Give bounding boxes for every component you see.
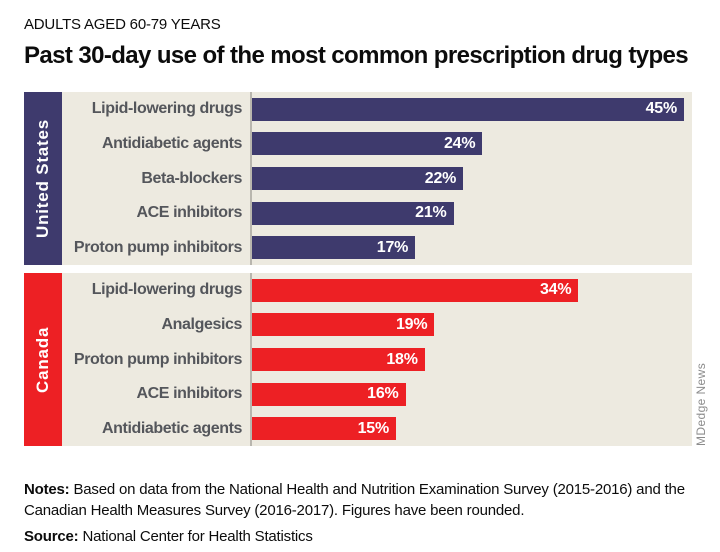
category-label: Analgesics xyxy=(161,315,243,333)
value-label: 22% xyxy=(424,169,457,187)
chart-row: Proton pump inhibitors 17% xyxy=(62,230,692,265)
bar-zone: 21% xyxy=(252,201,692,225)
notes-body: Based on data from the National Health a… xyxy=(24,481,685,519)
bar-zone: 16% xyxy=(252,382,692,406)
value-label: 24% xyxy=(443,134,476,152)
us-rows: Lipid-lowering drugs 45% Antidiabetic agen… xyxy=(62,92,692,265)
bar-united-states-2: 22% xyxy=(252,167,464,190)
bar-united-states-1: 24% xyxy=(252,132,483,156)
category-label: Beta-blockers xyxy=(141,169,242,187)
canada-rows: Lipid-lowering drugs 34% Analgesics 19% Prot… xyxy=(62,273,692,446)
category-label: Antidiabetic agents xyxy=(102,134,242,152)
category-label: Proton pump inhibitors xyxy=(73,238,242,256)
notes-text: Notes: Based on data from the National He… xyxy=(24,479,688,521)
chart-row: Antidiabetic agents 15% xyxy=(62,411,692,446)
chart-row: ACE inhibitors 16% xyxy=(62,377,692,412)
us-panel: United States Lipid-lowering drugs 45% Ant… xyxy=(24,92,692,265)
bar-zone: 18% xyxy=(252,348,692,371)
bar-united-states-3: 21% xyxy=(252,201,454,225)
bar-zone: 24% xyxy=(252,132,692,156)
value-label: 18% xyxy=(386,350,418,368)
bar-zone: 22% xyxy=(252,167,692,190)
bar-canada-3: 16% xyxy=(252,382,406,406)
us-axis-line xyxy=(250,92,252,265)
chart-row: Lipid-lowering drugs 34% xyxy=(62,273,692,308)
bar-canada-4: 15% xyxy=(252,417,396,441)
bar-zone: 17% xyxy=(252,236,692,260)
canada-panel: Canada Lipid-lowering drugs 34% Analgesics… xyxy=(24,273,692,446)
chart-row: Antidiabetic agents 24% xyxy=(62,127,692,162)
source-body: National Center for Health Statistics xyxy=(82,528,313,545)
value-label: 21% xyxy=(415,204,447,222)
us-plot-area: Lipid-lowering drugs 45% Antidiabetic agen… xyxy=(62,92,692,265)
canada-plot-area: Lipid-lowering drugs 34% Analgesics 19% Prot… xyxy=(62,273,692,446)
chart-row: Beta-blockers 22% xyxy=(62,161,692,196)
bar-zone: 34% xyxy=(252,278,692,302)
canada-axis-line xyxy=(250,273,252,446)
source-label: Source: xyxy=(24,528,79,545)
value-label: 16% xyxy=(367,385,399,403)
chart-row: Lipid-lowering drugs 45% xyxy=(62,92,692,127)
bar-canada-0: 34% xyxy=(252,278,579,302)
category-label: Antidiabetic agents xyxy=(102,419,242,437)
canada-group-strip: Canada xyxy=(24,273,62,446)
us-group-label: United States xyxy=(33,118,52,239)
chart-row: Proton pump inhibitors 18% xyxy=(62,342,692,377)
bar-zone: 45% xyxy=(252,97,692,121)
canada-group-label: Canada xyxy=(33,326,52,393)
bar-zone: 19% xyxy=(252,313,692,337)
category-label: Lipid-lowering drugs xyxy=(91,281,243,299)
bar-zone: 15% xyxy=(252,417,692,441)
value-label: 45% xyxy=(645,100,678,118)
source-text: Source: National Center for Health Statis… xyxy=(24,526,688,547)
chart-row: Analgesics 19% xyxy=(62,308,692,343)
category-label: Lipid-lowering drugs xyxy=(91,100,243,118)
category-label: ACE inhibitors xyxy=(136,204,242,222)
value-label: 34% xyxy=(539,281,572,299)
category-label: ACE inhibitors xyxy=(136,385,242,403)
bar-united-states-0: 45% xyxy=(252,97,684,121)
chart-row: ACE inhibitors 21% xyxy=(62,196,692,231)
bar-canada-2: 18% xyxy=(252,348,425,371)
chart-eyebrow: ADULTS AGED 60-79 YEARS xyxy=(24,16,221,33)
news-credit: MDedge News xyxy=(694,362,708,446)
chart-title: Past 30-day use of the most common presc… xyxy=(24,42,689,69)
value-label: 19% xyxy=(395,315,428,333)
value-label: 15% xyxy=(357,419,390,437)
bar-canada-1: 19% xyxy=(252,313,435,337)
notes-label: Notes: xyxy=(24,481,70,498)
us-group-strip: United States xyxy=(24,92,62,265)
category-label: Proton pump inhibitors xyxy=(73,350,242,368)
value-label: 17% xyxy=(376,238,409,256)
bar-united-states-4: 17% xyxy=(252,236,416,260)
